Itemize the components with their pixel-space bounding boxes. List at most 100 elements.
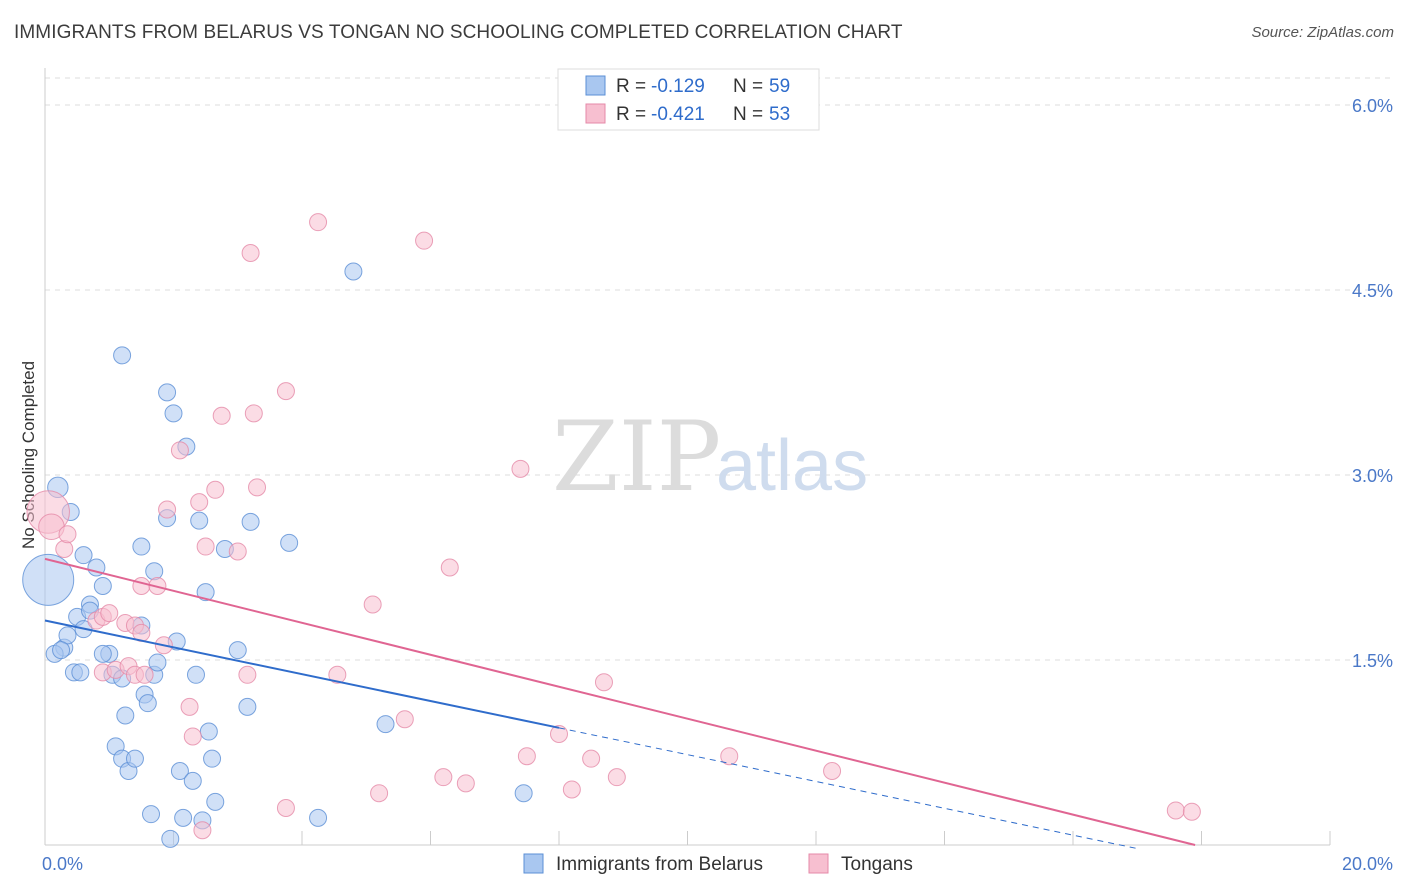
legend-r-value-belarus: -0.129 bbox=[651, 76, 705, 97]
y-tick-label-2: 4.5% bbox=[1352, 281, 1393, 301]
point-belarus-43 bbox=[206, 792, 225, 811]
point-tongan-33 bbox=[309, 213, 328, 232]
point-tongan-29 bbox=[212, 406, 231, 425]
point-belarus-36 bbox=[186, 665, 205, 684]
point-tongan-39 bbox=[434, 768, 453, 787]
point-belarus-29 bbox=[145, 562, 164, 581]
point-tongan-21 bbox=[183, 727, 202, 746]
x-tick-label-0: 0.0% bbox=[42, 854, 83, 874]
point-belarus-32 bbox=[164, 404, 183, 423]
point-tongan-48 bbox=[594, 673, 613, 692]
point-tongan-28 bbox=[248, 478, 267, 497]
point-tongan-38 bbox=[370, 784, 389, 803]
point-belarus-51 bbox=[238, 697, 257, 716]
point-tongan-14 bbox=[132, 577, 151, 595]
regression-extension-belarus bbox=[558, 727, 1138, 850]
point-belarus-50 bbox=[228, 641, 247, 660]
bottom-legend-label-tongans: Tongans bbox=[841, 854, 913, 875]
point-belarus-18 bbox=[116, 706, 135, 725]
source-label: Source: ZipAtlas.com bbox=[1251, 24, 1394, 41]
point-tongan-22 bbox=[196, 537, 215, 556]
grid-lines bbox=[45, 77, 1390, 661]
point-belarus-41 bbox=[170, 762, 189, 780]
point-belarus-30 bbox=[113, 346, 132, 365]
point-belarus-39 bbox=[199, 722, 218, 741]
data-points bbox=[22, 213, 1201, 848]
point-tongan-27 bbox=[238, 665, 257, 684]
chart-title: IMMIGRANTS FROM BELARUS VS TONGAN NO SCH… bbox=[14, 22, 903, 43]
bottom-legend: Immigrants from Belarus Tongans bbox=[523, 853, 913, 875]
point-belarus-55 bbox=[344, 262, 363, 281]
point-belarus-25 bbox=[138, 694, 157, 713]
point-tongan-2 bbox=[55, 540, 74, 558]
tick-labels: 1.5% 3.0% 4.5% 6.0% 0.0% 20.0% bbox=[42, 96, 1393, 874]
point-tongan-30 bbox=[276, 382, 295, 401]
point-belarus-49 bbox=[241, 512, 260, 531]
point-tongan-25 bbox=[193, 821, 212, 840]
legend-n-value-belarus: 59 bbox=[769, 76, 790, 97]
point-tongan-40 bbox=[440, 558, 459, 577]
point-belarus-37 bbox=[196, 583, 215, 602]
axes bbox=[44, 68, 1331, 846]
watermark-zip: ZIP bbox=[552, 401, 721, 513]
point-belarus-54 bbox=[376, 715, 395, 734]
point-tongan-34 bbox=[276, 799, 295, 817]
point-tongan-53 bbox=[1182, 802, 1201, 821]
point-tongan-32 bbox=[244, 404, 263, 423]
point-belarus-53 bbox=[309, 808, 328, 827]
point-tongan-51 bbox=[823, 762, 842, 780]
x-tick-label-1: 20.0% bbox=[1342, 854, 1393, 874]
point-belarus-52 bbox=[280, 533, 299, 552]
point-tongan-43 bbox=[511, 459, 530, 478]
point-belarus-42 bbox=[183, 771, 202, 790]
point-tongan-42 bbox=[415, 231, 434, 250]
point-tongan-3 bbox=[58, 525, 77, 544]
legend-n-label-tongans: N = bbox=[733, 104, 763, 125]
point-belarus-38 bbox=[190, 511, 209, 530]
point-belarus-56 bbox=[514, 784, 533, 803]
point-belarus-45 bbox=[174, 808, 193, 827]
bottom-legend-swatch-tongans bbox=[808, 853, 829, 874]
point-tongan-23 bbox=[190, 493, 209, 512]
point-tongan-49 bbox=[607, 768, 626, 787]
legend-r-label-belarus: R = bbox=[616, 76, 646, 97]
legend-r-value-tongans: -0.421 bbox=[651, 104, 705, 125]
point-tongan-46 bbox=[562, 780, 581, 799]
legend-n-value-tongans: 53 bbox=[769, 104, 790, 125]
point-belarus-57 bbox=[71, 663, 90, 682]
regression-line-belarus bbox=[44, 619, 560, 729]
point-tongan-15 bbox=[135, 665, 154, 684]
regression-line-tongan bbox=[44, 557, 1196, 846]
point-belarus-40 bbox=[203, 749, 222, 768]
point-tongan-37 bbox=[395, 710, 414, 729]
point-tongan-24 bbox=[206, 480, 225, 499]
point-belarus-31 bbox=[158, 383, 177, 402]
point-belarus-0 bbox=[22, 553, 75, 606]
point-belarus-28 bbox=[132, 537, 151, 556]
point-tongan-45 bbox=[550, 725, 568, 743]
legend-n-label-belarus: N = bbox=[733, 76, 763, 97]
point-tongan-44 bbox=[517, 747, 536, 766]
legend-swatch-tongans bbox=[585, 103, 606, 124]
point-belarus-58 bbox=[52, 641, 71, 660]
point-tongan-19 bbox=[170, 441, 189, 460]
point-tongan-6 bbox=[100, 604, 119, 623]
point-tongan-50 bbox=[720, 747, 739, 766]
y-tick-label-1: 3.0% bbox=[1352, 466, 1393, 486]
point-belarus-44 bbox=[142, 805, 161, 824]
watermark: ZIP atlas bbox=[552, 401, 868, 513]
point-tongan-31 bbox=[241, 244, 260, 262]
point-tongan-35 bbox=[328, 665, 347, 684]
regression-lines bbox=[44, 557, 1196, 850]
point-tongan-47 bbox=[582, 749, 601, 768]
point-belarus-15 bbox=[74, 546, 93, 565]
point-tongan-26 bbox=[228, 542, 247, 561]
legend-swatch-belarus bbox=[585, 75, 606, 96]
point-belarus-47 bbox=[161, 829, 180, 848]
point-tongan-20 bbox=[180, 697, 199, 716]
watermark-atlas: atlas bbox=[716, 426, 868, 506]
point-belarus-11 bbox=[93, 577, 112, 595]
legend-r-label-tongans: R = bbox=[616, 104, 646, 125]
y-tick-label-3: 6.0% bbox=[1352, 96, 1393, 116]
